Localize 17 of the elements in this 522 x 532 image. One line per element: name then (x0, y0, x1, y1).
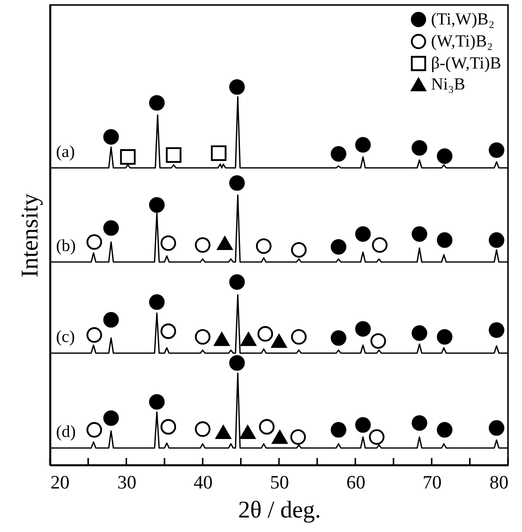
legend-label: (Ti,W)B₂ (431, 10, 494, 28)
x-tick-label: 80 (490, 472, 508, 494)
y-axis-title: Intensity (18, 194, 44, 278)
legend-label: (W,Ti)B₂ (431, 32, 493, 50)
x-tick-label: 20 (50, 472, 70, 494)
legend-label: Ni₃B (431, 74, 466, 94)
x-tick-label: 40 (194, 472, 213, 494)
x-tick-label: 50 (270, 472, 289, 494)
series-label: (d) (56, 422, 76, 441)
series-label: (b) (56, 236, 76, 256)
x-tick-label: 30 (117, 472, 136, 494)
series-label: (c) (56, 327, 75, 346)
x-tick-label: 60 (346, 472, 366, 494)
x-tick-label: 70 (422, 472, 442, 494)
series-label: (a) (56, 142, 75, 161)
x-axis-title: 2θ / deg. (238, 498, 321, 524)
legend-label: β-(W,Ti)B (431, 54, 502, 72)
